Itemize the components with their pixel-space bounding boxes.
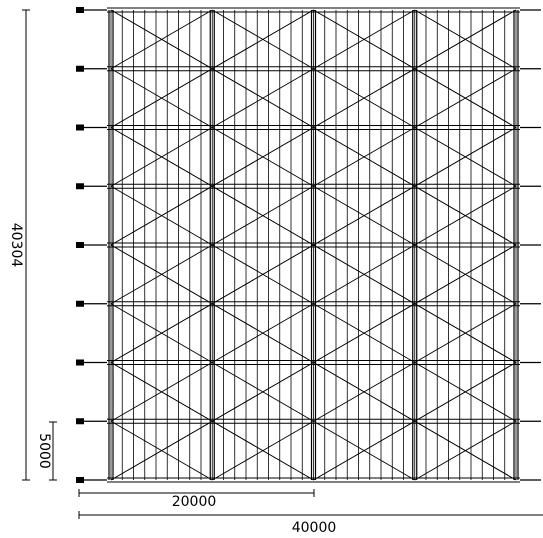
total-height-label: 40304 bbox=[8, 223, 24, 268]
long-brace bbox=[110, 362, 314, 481]
anchor-bracket bbox=[76, 300, 84, 307]
anchor-bracket bbox=[76, 359, 84, 366]
long-brace bbox=[313, 127, 517, 246]
long-brace bbox=[110, 9, 314, 128]
dimension-annotations: 40304 5000 20000 40000 bbox=[8, 9, 543, 536]
anchor-bracket bbox=[76, 242, 84, 248]
long-brace bbox=[313, 244, 517, 363]
bay-height-label: 5000 bbox=[36, 433, 52, 469]
anchor-bracket bbox=[76, 124, 84, 131]
anchor-bracket bbox=[76, 183, 84, 190]
long-brace bbox=[313, 9, 517, 128]
half-width-label: 20000 bbox=[172, 494, 217, 510]
long-brace bbox=[110, 127, 314, 246]
anchor-bracket bbox=[76, 477, 84, 483]
framework-structure bbox=[76, 7, 541, 483]
total-width-label: 40000 bbox=[292, 520, 337, 536]
long-brace bbox=[313, 362, 517, 481]
long-brace bbox=[110, 244, 314, 363]
anchor-bracket bbox=[76, 418, 84, 425]
anchor-bracket bbox=[76, 7, 84, 13]
anchor-bracket bbox=[76, 65, 84, 72]
